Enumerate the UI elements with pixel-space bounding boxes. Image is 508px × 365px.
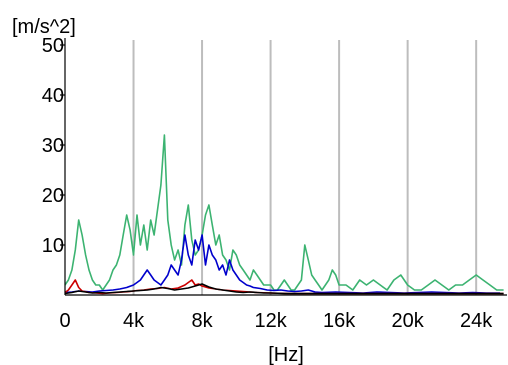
y-tick-label: 30 <box>42 135 64 157</box>
series-line-1 <box>64 134 504 291</box>
series-lines <box>64 134 504 295</box>
y-tick-label: 50 <box>42 35 64 57</box>
x-tick-label: 12k <box>254 310 287 332</box>
grid-lines <box>132 40 478 295</box>
x-axis-label: [Hz] <box>268 344 304 365</box>
x-tick-label: 4k <box>123 310 145 332</box>
tick-labels: 0 4k 8k 12k 16k 20k 24k 10 20 30 40 50 <box>42 35 494 332</box>
y-tick-label: 10 <box>42 235 64 257</box>
x-tick-label: 8k <box>191 310 213 332</box>
y-tick-label: 20 <box>42 185 64 207</box>
x-tick-label: 24k <box>460 310 493 332</box>
y-tick-label: 40 <box>42 85 64 107</box>
series-line-2 <box>64 234 501 294</box>
x-tick-label: 0 <box>59 310 70 332</box>
series-line-4 <box>64 283 504 295</box>
axes <box>60 38 507 296</box>
x-tick-label: 20k <box>392 310 425 332</box>
x-tick-label: 16k <box>323 310 356 332</box>
y-axis-label: [m/s^2] <box>12 16 76 38</box>
